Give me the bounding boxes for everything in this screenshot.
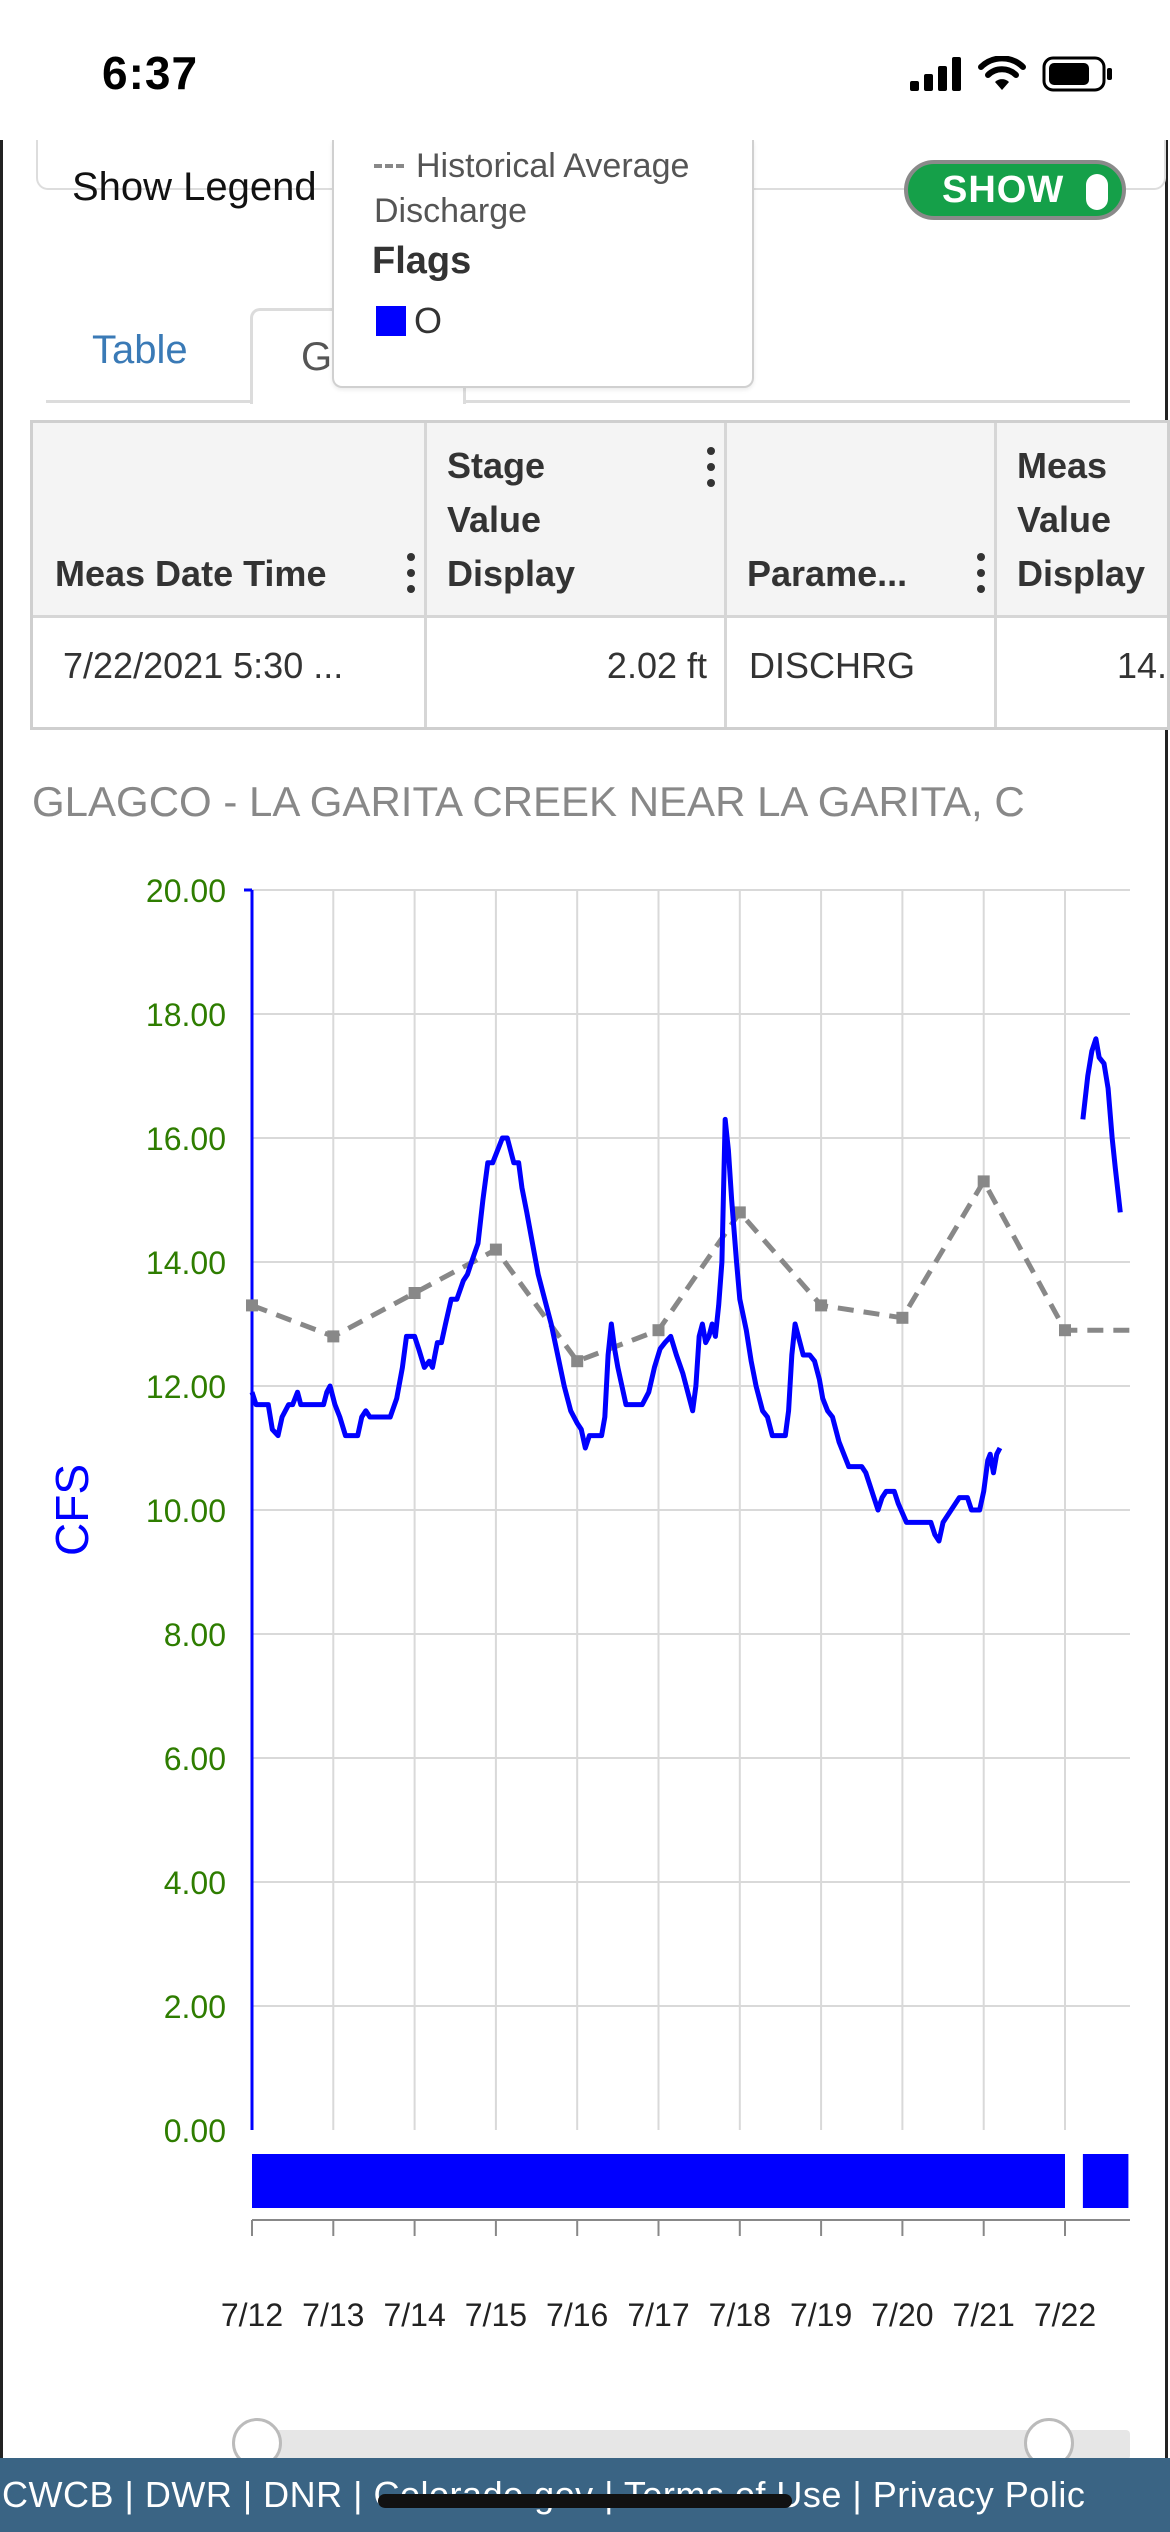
- table-cell-stage: 2.02 ft: [606, 645, 707, 686]
- x-tick-label: 7/19: [790, 2297, 852, 2333]
- historical-point: [977, 1175, 990, 1188]
- column-divider[interactable]: [994, 423, 997, 727]
- x-tick-label: 7/17: [627, 2297, 689, 2333]
- status-time: 6:37: [102, 47, 199, 99]
- historical-point: [408, 1287, 421, 1299]
- x-tick-label: 7/15: [465, 2297, 527, 2333]
- y-tick-label: 14.00: [146, 1245, 226, 1281]
- x-tick-label: 7/21: [953, 2297, 1015, 2333]
- column-header-meas-date-time[interactable]: Meas Date Time: [55, 553, 327, 594]
- y-tick-label: 16.00: [146, 1121, 226, 1157]
- historical-point: [327, 1330, 340, 1343]
- y-tick-label: 4.00: [164, 1865, 226, 1901]
- chart-title: GLAGCO - LA GARITA CREEK NEAR LA GARITA,…: [32, 778, 1025, 825]
- flag-bar: [252, 2154, 1065, 2208]
- tabs-underline: [46, 400, 1130, 403]
- table-cell-date: 7/22/2021 5:30 ...: [63, 645, 344, 686]
- historical-point: [896, 1311, 909, 1324]
- home-indicator: [378, 2494, 792, 2508]
- y-tick-label: 20.00: [146, 873, 226, 909]
- column-menu-icon[interactable]: [707, 447, 715, 495]
- historical-point: [246, 1299, 258, 1312]
- column-header-meas-value-display[interactable]: Meas Value Display: [1017, 445, 1146, 594]
- column-divider[interactable]: [724, 423, 727, 727]
- toggle-knob: [1086, 174, 1108, 210]
- y-tick-label: 12.00: [146, 1369, 226, 1405]
- y-tick-label: 8.00: [164, 1617, 226, 1653]
- x-tick-label: 7/22: [1034, 2297, 1096, 2333]
- legend-popup: Historical Average Discharge Flags O: [332, 140, 754, 388]
- flag-swatch: [376, 306, 406, 336]
- historical-point: [489, 1243, 502, 1256]
- x-tick-label: 7/14: [383, 2297, 445, 2333]
- y-tick-label: 10.00: [146, 1493, 226, 1529]
- column-divider[interactable]: [424, 423, 427, 727]
- show-legend-label: Show Legend: [72, 165, 317, 209]
- x-tick-label: 7/20: [871, 2297, 933, 2333]
- signal-icon: [910, 57, 961, 91]
- x-tick-label: 7/16: [546, 2297, 608, 2333]
- status-bar: 6:37: [0, 0, 1170, 140]
- historical-average-line: [251, 1176, 1139, 1365]
- flag-label: O: [414, 300, 443, 341]
- column-header-parameter[interactable]: Parame...: [747, 553, 908, 594]
- historical-point: [571, 1355, 584, 1368]
- historical-dash-swatch: [374, 164, 404, 168]
- wifi-icon: [978, 56, 1026, 90]
- column-menu-icon[interactable]: [407, 553, 415, 601]
- x-tick-label: 7/18: [709, 2297, 771, 2333]
- y-tick-label: 0.00: [164, 2113, 226, 2149]
- table-cell-meas-value: 14.: [1117, 645, 1168, 686]
- y-tick-label: 6.00: [164, 1741, 226, 1777]
- x-tick-label: 7/12: [221, 2297, 283, 2333]
- y-tick-label: 18.00: [146, 997, 226, 1033]
- column-menu-icon[interactable]: [977, 553, 985, 601]
- discharge-line: [1080, 1036, 1123, 1213]
- legend-toggle-switch[interactable]: SHOW: [904, 160, 1126, 220]
- toggle-state-label: SHOW: [942, 168, 1065, 211]
- historical-point: [1059, 1324, 1071, 1337]
- historical-legend-label: Historical Average Discharge: [374, 147, 690, 230]
- status-icons: [910, 52, 1114, 96]
- historical-point: [733, 1206, 746, 1219]
- battery-icon: [1042, 56, 1112, 92]
- table-cell-parameter: DISCHRG: [749, 645, 916, 686]
- y-tick-label: 2.00: [164, 1989, 226, 2025]
- y-axis-label: CFS: [46, 1464, 98, 1556]
- x-tick-label: 7/13: [302, 2297, 364, 2333]
- discharge-line: [249, 1116, 1003, 1544]
- historical-point: [652, 1324, 665, 1337]
- column-header-stage-value-display[interactable]: Stage Value Display: [447, 445, 576, 594]
- discharge-chart: 0.00 2.00 4.00 6.00 8.00 10.00 12.00 14.00 16.00…: [46, 873, 1139, 2333]
- data-table: Meas Date Time Stage Value Display Param…: [30, 420, 1170, 730]
- page-frame: [0, 140, 1168, 2460]
- tab-table[interactable]: Table: [92, 328, 188, 372]
- historical-point: [815, 1299, 828, 1312]
- flags-title: Flags: [372, 240, 472, 282]
- range-slider-track[interactable]: [256, 2430, 1130, 2460]
- flag-bar: [1082, 2154, 1129, 2208]
- tab-graph-label: G: [301, 335, 333, 379]
